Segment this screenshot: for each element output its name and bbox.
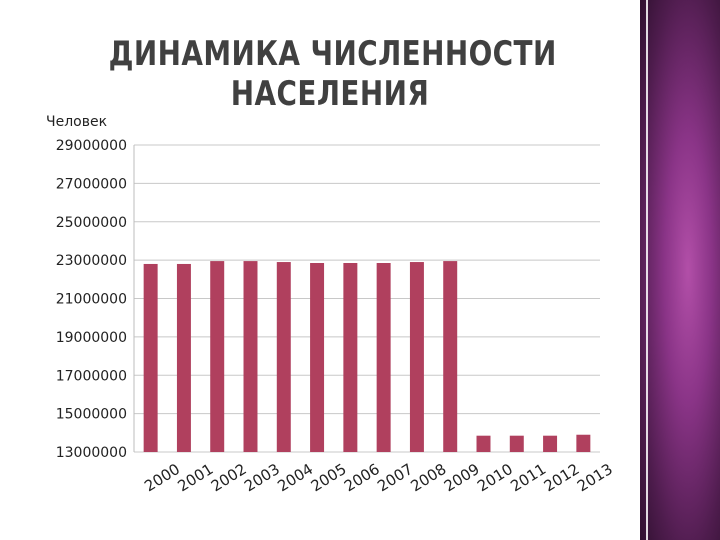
slide-title-line-2: НАСЕЛЕНИЯ bbox=[230, 74, 430, 114]
slide-title: ДИНАМИКА ЧИСЛЕННОСТИ НАСЕЛЕНИЯ bbox=[108, 34, 557, 114]
y-tick-label: 23000000 bbox=[56, 253, 127, 269]
slide-title-line-1: ДИНАМИКА ЧИСЛЕННОСТИ bbox=[108, 34, 557, 74]
decorative-side-panel bbox=[640, 0, 720, 540]
y-tick-label: 29000000 bbox=[56, 138, 127, 154]
bar bbox=[343, 263, 358, 452]
bar bbox=[443, 261, 458, 452]
y-axis-unit-label: Человек bbox=[46, 114, 108, 130]
y-tick-label: 15000000 bbox=[56, 407, 127, 423]
bar bbox=[176, 263, 191, 452]
bar bbox=[276, 262, 291, 452]
bar bbox=[409, 262, 424, 452]
bar bbox=[576, 434, 591, 452]
x-tick-label: 2013 bbox=[574, 460, 616, 496]
y-tick-label: 17000000 bbox=[56, 368, 127, 384]
y-tick-label: 21000000 bbox=[56, 292, 127, 308]
bar bbox=[476, 435, 491, 452]
bar bbox=[376, 263, 391, 452]
bar bbox=[243, 261, 258, 452]
bar bbox=[509, 435, 524, 452]
bar bbox=[143, 263, 158, 452]
y-tick-label: 27000000 bbox=[56, 176, 127, 192]
decorative-divider bbox=[646, 0, 648, 540]
y-tick-label: 19000000 bbox=[56, 330, 127, 346]
bar bbox=[210, 261, 225, 452]
bar bbox=[543, 435, 558, 452]
y-tick-label: 25000000 bbox=[56, 215, 127, 231]
y-tick-label: 13000000 bbox=[56, 445, 127, 461]
bar bbox=[310, 263, 325, 452]
